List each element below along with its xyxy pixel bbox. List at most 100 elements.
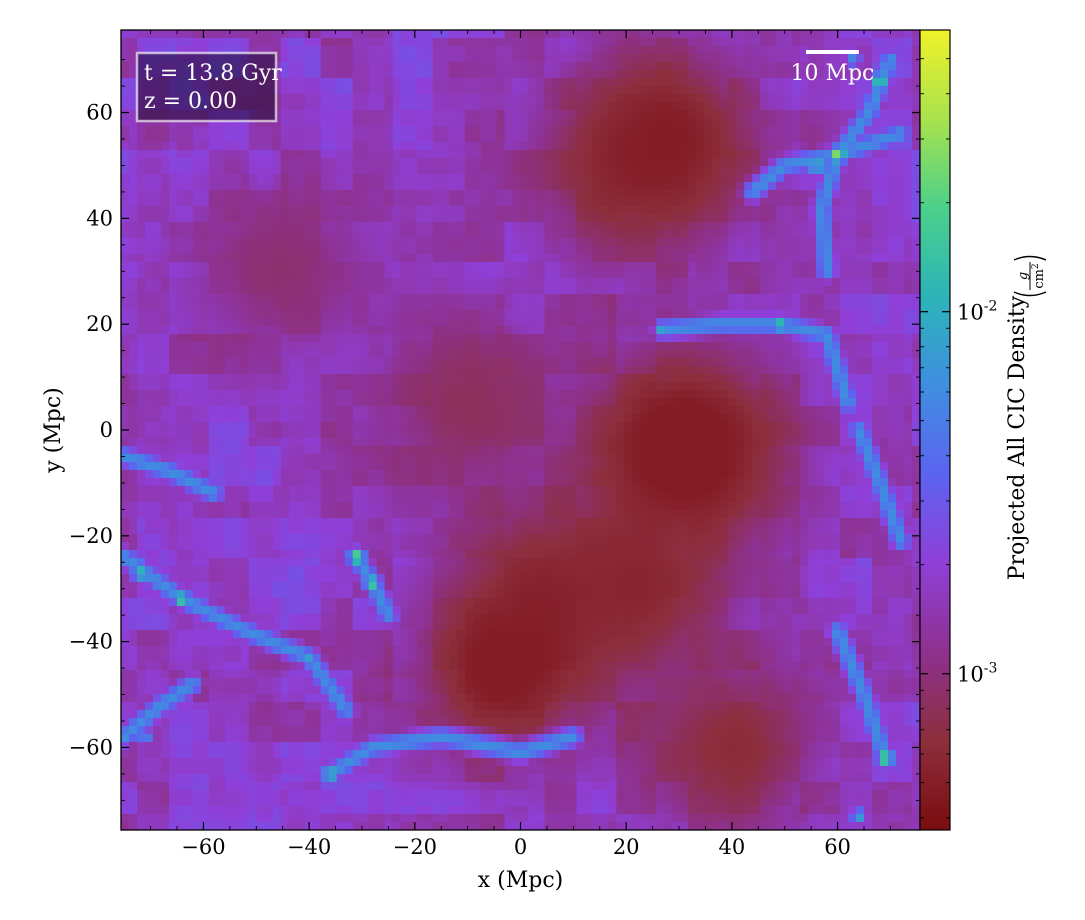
heatmap-cell	[440, 134, 449, 143]
heatmap-cell	[152, 318, 162, 327]
heatmap-cell	[616, 134, 625, 143]
heatmap-cell	[784, 182, 793, 191]
heatmap-cell	[848, 406, 857, 415]
heatmap-cell	[160, 238, 170, 247]
heatmap-cell	[688, 182, 697, 191]
heatmap-cell	[456, 70, 465, 79]
heatmap-cell	[696, 406, 705, 415]
heatmap-cell	[664, 342, 673, 351]
heatmap-cell	[376, 382, 386, 391]
heatmap-cell	[144, 230, 154, 239]
heatmap-cell	[520, 190, 529, 199]
heatmap-cell	[632, 422, 641, 431]
heatmap-cell	[608, 406, 617, 415]
heatmap-cell	[856, 246, 865, 255]
heatmap-cell	[416, 126, 425, 135]
heatmap-cell	[128, 374, 138, 383]
heatmap-cell	[904, 398, 913, 407]
heatmap-cell	[192, 286, 202, 295]
heatmap-cell	[672, 86, 681, 95]
heatmap-cell	[728, 342, 737, 351]
heatmap-cell	[808, 294, 817, 303]
heatmap-cell	[552, 294, 561, 303]
heatmap-cell	[528, 62, 537, 71]
heatmap-cell	[640, 166, 649, 175]
heatmap-cell	[184, 182, 194, 191]
heatmap-cell	[736, 406, 745, 415]
heatmap-cell	[528, 318, 537, 327]
heatmap-cell	[320, 158, 330, 167]
heatmap-cell	[664, 206, 673, 215]
heatmap-cell	[360, 310, 370, 319]
heatmap-cell	[240, 230, 250, 239]
heatmap-cell	[680, 174, 689, 183]
heatmap-cell	[192, 126, 202, 135]
heatmap-cell	[808, 198, 817, 207]
heatmap-cell	[376, 78, 386, 87]
heatmap-cell	[248, 350, 258, 359]
heatmap-cell	[384, 198, 394, 207]
heatmap-cell	[256, 126, 266, 135]
heatmap-cell	[536, 86, 545, 95]
heatmap-cell	[896, 110, 905, 119]
heatmap-cell	[384, 126, 394, 135]
heatmap-cell	[216, 326, 226, 335]
heatmap-cell	[136, 254, 146, 263]
heatmap-cell	[264, 230, 274, 239]
heatmap-cell	[640, 286, 649, 295]
heatmap-cell	[832, 78, 841, 87]
heatmap-cell	[768, 414, 777, 423]
heatmap-cell	[280, 102, 290, 111]
heatmap-cell	[160, 174, 170, 183]
heatmap-cell	[360, 214, 370, 223]
heatmap-cell	[408, 286, 417, 295]
heatmap-cell	[656, 326, 665, 335]
heatmap-cell	[712, 398, 721, 407]
heatmap-cell	[616, 350, 625, 359]
heatmap-cell	[336, 222, 346, 231]
heatmap-cell	[296, 30, 306, 39]
heatmap-cell	[704, 230, 713, 239]
heatmap-cell	[688, 318, 697, 327]
heatmap-cell	[736, 238, 745, 247]
heatmap-cell	[752, 270, 761, 279]
heatmap-cell	[704, 190, 713, 199]
heatmap-cell	[528, 350, 537, 359]
heatmap-cell	[200, 278, 210, 287]
heatmap-cell	[608, 286, 617, 295]
heatmap-cell	[816, 102, 825, 111]
heatmap-cell	[344, 318, 354, 327]
heatmap-cell	[688, 286, 697, 295]
heatmap-cell	[296, 270, 306, 279]
heatmap-cell	[640, 222, 649, 231]
heatmap-cell	[208, 262, 218, 271]
heatmap-cell	[528, 126, 537, 135]
heatmap-cell	[864, 222, 873, 231]
heatmap-cell	[776, 318, 785, 327]
heatmap-cell	[464, 182, 473, 191]
heatmap-cell	[280, 270, 290, 279]
heatmap-cell	[408, 326, 417, 335]
heatmap-cell	[216, 134, 226, 143]
heatmap-cell	[632, 398, 641, 407]
heatmap-cell	[200, 38, 210, 47]
heatmap-cell	[792, 150, 801, 159]
heatmap-cell	[336, 318, 346, 327]
heatmap-cell	[688, 334, 697, 343]
heatmap-cell	[688, 118, 697, 127]
heatmap-cell	[856, 398, 865, 407]
heatmap-cell	[144, 206, 154, 215]
heatmap-cell	[840, 198, 849, 207]
heatmap-cell	[704, 278, 713, 287]
heatmap-cell	[584, 302, 593, 311]
heatmap-cell	[680, 294, 689, 303]
heatmap-cell	[144, 318, 154, 327]
heatmap-cell	[200, 366, 210, 375]
heatmap-cell	[352, 222, 362, 231]
heatmap-cell	[312, 94, 322, 103]
heatmap-cell	[736, 174, 745, 183]
heatmap-cell	[648, 326, 657, 335]
heatmap-cell	[272, 238, 282, 247]
heatmap-cell	[280, 198, 290, 207]
heatmap-cell	[704, 30, 713, 39]
